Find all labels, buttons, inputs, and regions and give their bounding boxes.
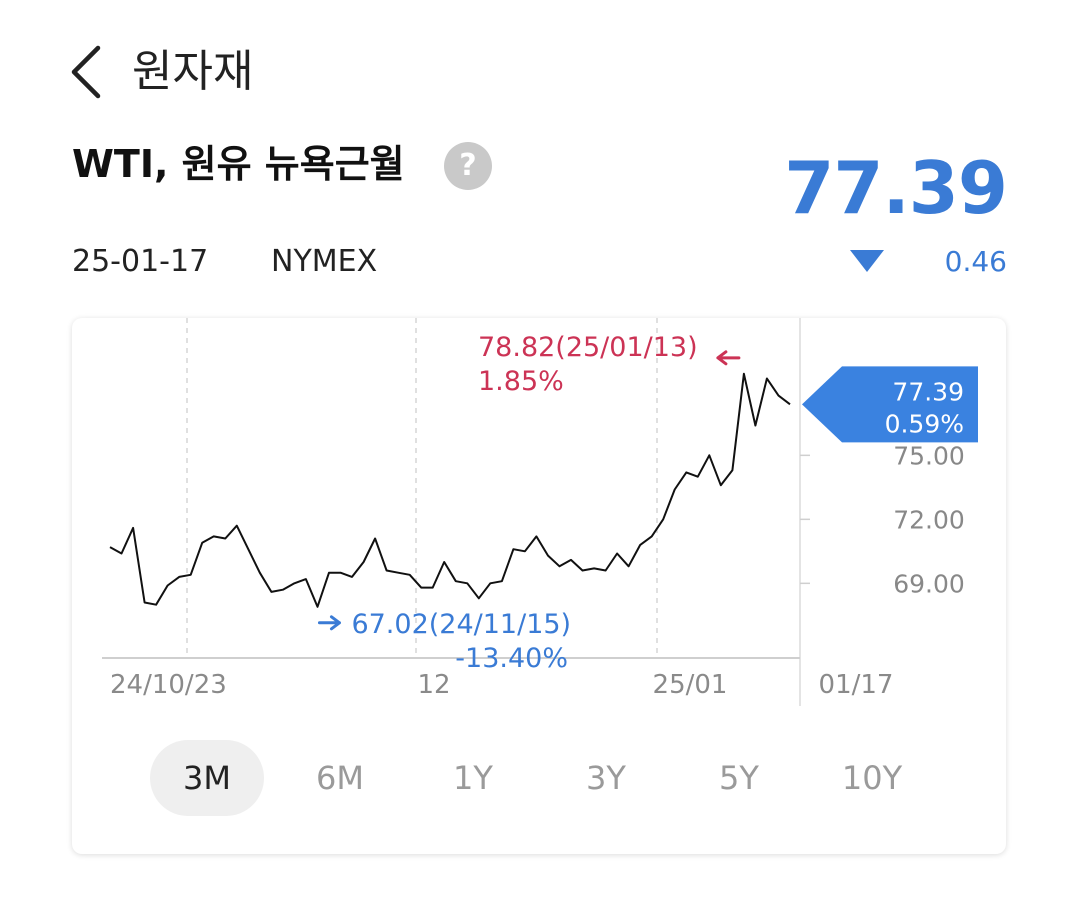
high-value-label: 78.82(25/01/13) [478,332,698,363]
high-percent-label: 1.85% [478,366,564,397]
range-tab-3m[interactable]: 3M [150,740,264,816]
low-value-label: 67.02(24/11/15) [351,609,571,640]
low-percent-label: -13.40% [455,643,568,674]
price-chart[interactable]: 75.00 72.00 69.00 24/10/23 12 25/01 01/17 78.82… [72,318,1006,738]
x-tick-label: 12 [417,670,450,700]
help-icon[interactable]: ? [444,142,492,190]
range-tab-6m[interactable]: 6M [316,759,364,797]
instrument-name: WTI, 원유 뉴욕근월 [72,142,405,186]
low-arrow-icon [317,615,341,631]
y-tick-label: 72.00 [893,505,965,534]
x-tick-label: 01/17 [819,670,894,700]
current-price: 77.39 [784,146,1008,230]
range-tab-5y[interactable]: 5Y [719,759,759,797]
range-tab-1y[interactable]: 1Y [453,759,493,797]
page-title: 원자재 [132,46,254,97]
current-price-flag [802,366,978,443]
chevron-left-icon [71,45,101,99]
y-tick-label: 69.00 [893,569,965,598]
x-tick-label: 25/01 [653,670,728,700]
price-change: 0.46 [944,245,1007,278]
chart-card: 75.00 72.00 69.00 24/10/23 12 25/01 01/17 78.82… [72,318,1006,854]
quote-date: 25-01-17 [72,244,209,279]
high-arrow-icon [716,350,741,366]
range-tabs: 3M 6M 1Y 3Y 5Y 10Y [150,740,950,816]
y-tick-label: 75.00 [893,441,965,470]
current-percent-label: 0.59% [885,409,964,438]
range-tab-3y[interactable]: 3Y [586,759,626,797]
price-line [109,372,791,608]
down-triangle-icon [850,250,884,272]
exchange-name: NYMEX [271,244,378,279]
current-price-label: 77.39 [892,377,964,406]
back-button[interactable] [62,42,112,102]
range-tab-10y[interactable]: 10Y [841,759,903,797]
x-tick-label: 24/10/23 [110,670,227,700]
